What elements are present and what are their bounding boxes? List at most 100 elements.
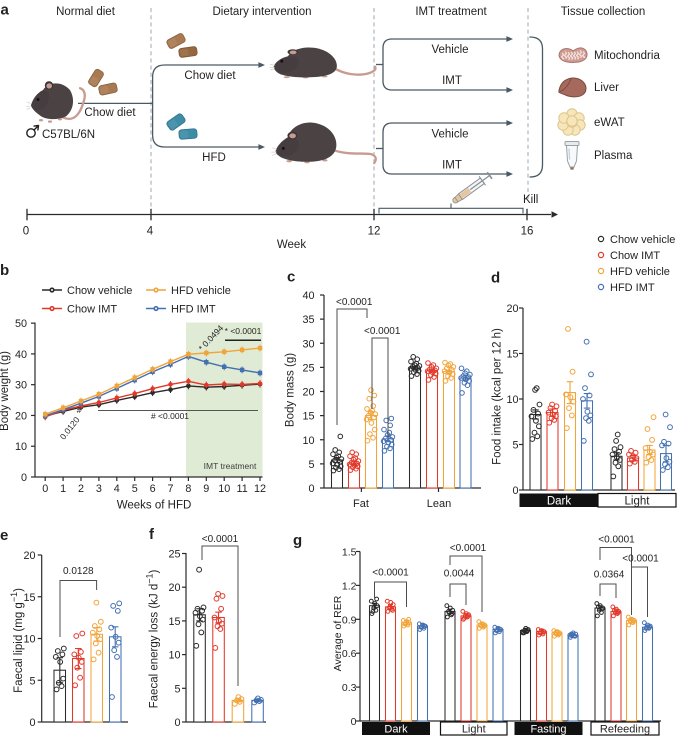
svg-text:0: 0	[512, 485, 518, 497]
svg-text:30: 30	[302, 338, 314, 350]
svg-text:1.5: 1.5	[342, 547, 357, 559]
svg-text:10: 10	[218, 483, 230, 495]
svg-text:HFD IMT: HFD IMT	[171, 304, 216, 316]
svg-text:Weeks of HFD: Weeks of HFD	[117, 500, 192, 512]
svg-text:Chow diet: Chow diet	[84, 107, 136, 119]
svg-text:* <0.0001: * <0.0001	[225, 326, 262, 336]
svg-text:HFD: HFD	[202, 152, 226, 164]
svg-text:<0.0001: <0.0001	[202, 534, 239, 545]
svg-text:Dark: Dark	[547, 496, 572, 508]
svg-text:0: 0	[351, 716, 357, 728]
svg-text:HFD vehicle: HFD vehicle	[610, 266, 670, 278]
svg-text:d: d	[491, 270, 500, 287]
svg-text:20: 20	[168, 582, 180, 594]
svg-text:2: 2	[78, 483, 84, 495]
svg-text:0: 0	[21, 472, 27, 484]
svg-text:9: 9	[203, 483, 209, 495]
svg-text:0.6: 0.6	[342, 648, 357, 660]
svg-text:0.9: 0.9	[342, 614, 357, 626]
svg-text:<0.0001: <0.0001	[622, 554, 659, 565]
svg-text:20: 20	[23, 550, 35, 562]
svg-text:IMT treatment: IMT treatment	[415, 6, 487, 18]
svg-text:8: 8	[185, 483, 191, 495]
svg-text:Vehicle: Vehicle	[431, 129, 468, 141]
svg-text:12: 12	[368, 226, 381, 238]
svg-text:10: 10	[506, 394, 518, 406]
svg-text:15: 15	[506, 349, 518, 361]
svg-text:0.0364: 0.0364	[594, 570, 625, 581]
svg-text:HFD vehicle: HFD vehicle	[171, 285, 231, 297]
svg-text:0.0128: 0.0128	[63, 566, 94, 577]
svg-text:15: 15	[23, 592, 35, 604]
svg-text:50: 50	[15, 318, 27, 330]
svg-text:Chow IMT: Chow IMT	[610, 250, 660, 262]
svg-text:Fasting: Fasting	[530, 724, 566, 736]
svg-text:0: 0	[42, 483, 48, 495]
svg-text:Dietary intervention: Dietary intervention	[212, 6, 311, 18]
svg-text:#: #	[77, 406, 82, 415]
svg-text:Chow IMT: Chow IMT	[67, 304, 117, 316]
svg-text:1.2: 1.2	[342, 580, 357, 592]
svg-text:IMT: IMT	[442, 160, 462, 172]
svg-text:Chow vehicle: Chow vehicle	[67, 285, 132, 297]
svg-text:Vehicle: Vehicle	[431, 44, 468, 56]
svg-text:35: 35	[302, 314, 314, 326]
svg-text:40: 40	[15, 349, 27, 361]
svg-text:eWAT: eWAT	[594, 117, 625, 129]
svg-text:c: c	[287, 269, 295, 286]
svg-text:Light: Light	[462, 724, 486, 736]
svg-text:a: a	[1, 2, 10, 19]
svg-text:20: 20	[15, 410, 27, 422]
svg-text:g: g	[293, 532, 302, 549]
svg-text:4: 4	[147, 226, 154, 238]
svg-text:<0.0001: <0.0001	[450, 543, 487, 554]
svg-text:5: 5	[29, 675, 35, 687]
svg-text:Light: Light	[625, 496, 651, 508]
svg-text:Chow diet: Chow diet	[184, 70, 236, 82]
svg-text:<0.0001: <0.0001	[364, 326, 401, 337]
svg-text:5: 5	[512, 440, 518, 452]
svg-text:<0.0001: <0.0001	[598, 535, 635, 546]
svg-text:Body weight (g): Body weight (g)	[0, 351, 11, 431]
svg-text:IMT treatment: IMT treatment	[204, 461, 257, 471]
svg-text:Liver: Liver	[594, 82, 619, 94]
svg-text:25: 25	[302, 362, 314, 374]
svg-text:20: 20	[302, 387, 314, 399]
svg-text:HFD IMT: HFD IMT	[610, 282, 655, 294]
svg-text:25: 25	[168, 549, 180, 561]
svg-text:12: 12	[254, 483, 266, 495]
svg-text:Fat: Fat	[353, 498, 369, 510]
svg-text:e: e	[0, 527, 8, 544]
svg-text:0: 0	[29, 717, 35, 729]
svg-text:Faecal lipid (mg g−1): Faecal lipid (mg g−1)	[9, 588, 25, 693]
svg-text:7: 7	[167, 483, 173, 495]
svg-text:IMT: IMT	[442, 75, 462, 87]
svg-text:0: 0	[23, 226, 29, 238]
svg-text:Plasma: Plasma	[594, 150, 633, 162]
svg-text:Tissue collection: Tissue collection	[561, 6, 646, 18]
svg-text:40: 40	[302, 290, 314, 302]
svg-text:f: f	[149, 526, 155, 543]
svg-text:6: 6	[150, 483, 156, 495]
svg-text:# <0.0001: # <0.0001	[151, 411, 189, 421]
svg-text:0: 0	[174, 717, 180, 729]
svg-text:5: 5	[174, 683, 180, 695]
svg-text:0.0044: 0.0044	[444, 569, 475, 580]
svg-text:20: 20	[506, 303, 518, 315]
svg-text:b: b	[0, 262, 9, 279]
svg-text:Chow vehicle: Chow vehicle	[610, 234, 675, 246]
svg-text:Week: Week	[277, 239, 306, 251]
svg-text:<0.0001: <0.0001	[336, 297, 373, 308]
svg-text:Mitochondria: Mitochondria	[594, 50, 660, 62]
svg-text:Faecal energy loss (kJ d−1): Faecal energy loss (kJ d−1)	[145, 569, 161, 708]
svg-text:<0.0001: <0.0001	[372, 568, 409, 579]
svg-text:5: 5	[132, 483, 138, 495]
svg-text:C57BL/6N: C57BL/6N	[42, 129, 95, 141]
svg-text:15: 15	[168, 616, 180, 628]
svg-text:Dark: Dark	[384, 724, 408, 736]
svg-text:10: 10	[302, 435, 314, 447]
svg-text:11: 11	[236, 483, 247, 495]
svg-text:10: 10	[168, 650, 180, 662]
svg-text:0: 0	[308, 483, 314, 495]
svg-text:5: 5	[308, 459, 314, 471]
